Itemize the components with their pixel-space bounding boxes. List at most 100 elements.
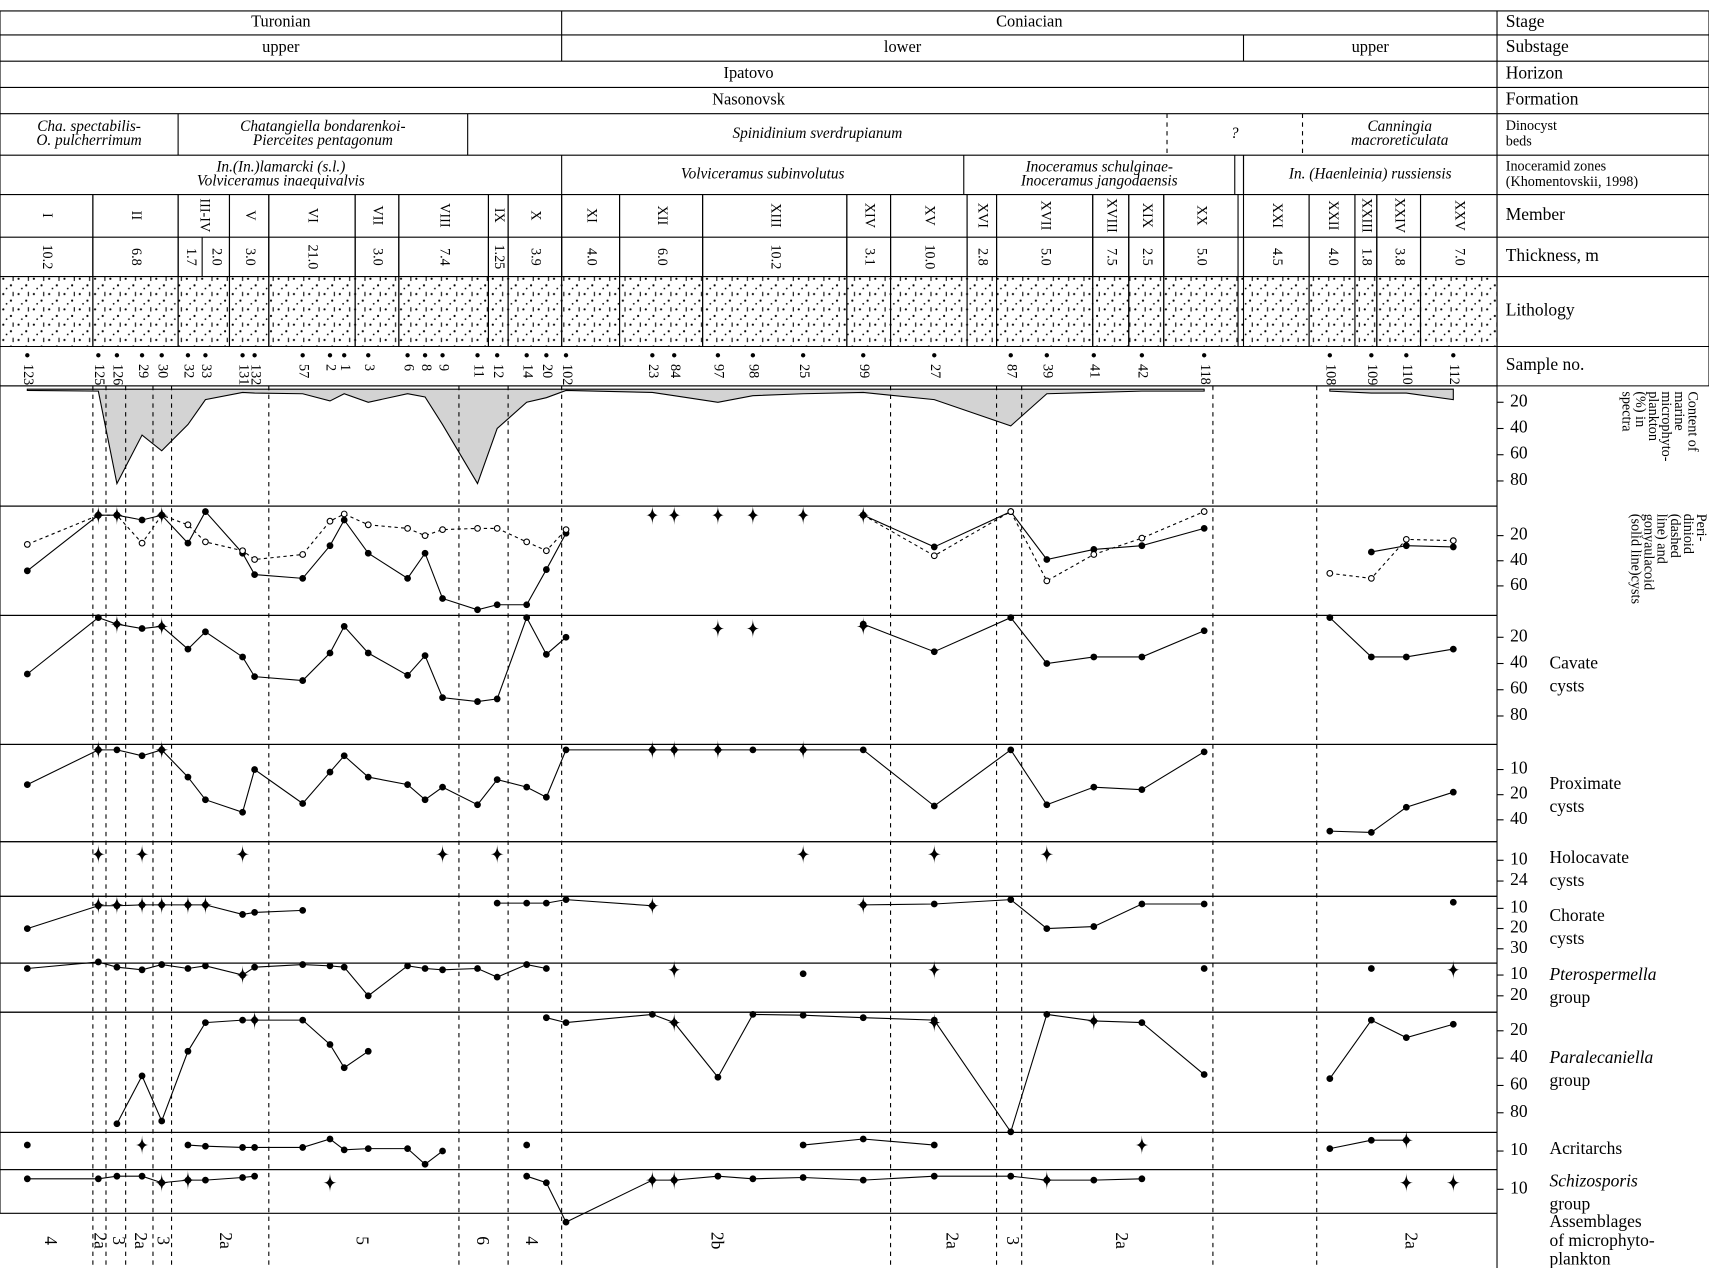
data-point xyxy=(300,678,306,684)
data-point xyxy=(252,557,258,563)
star-marker xyxy=(928,844,941,864)
data-point xyxy=(240,1175,246,1181)
star-marker xyxy=(668,1013,681,1033)
member: XIX xyxy=(1139,203,1155,228)
data-point xyxy=(1044,802,1050,808)
data-point xyxy=(1139,901,1145,907)
sample-dot xyxy=(96,353,100,357)
sample-dot xyxy=(564,353,568,357)
tick-label: 40 xyxy=(1510,652,1528,672)
data-point xyxy=(139,753,145,759)
data-point xyxy=(1327,1076,1333,1082)
data-point xyxy=(24,542,30,548)
data-point xyxy=(1008,615,1014,621)
tick-label: 20 xyxy=(1510,1019,1528,1039)
thickness: 3.9 xyxy=(528,248,544,266)
data-point xyxy=(494,777,500,783)
star-marker xyxy=(135,844,148,864)
data-point xyxy=(96,1176,102,1182)
data-point xyxy=(1327,615,1333,621)
panel-label: group xyxy=(1549,1070,1590,1090)
data-point xyxy=(300,576,306,582)
sample-number: 6 xyxy=(400,364,416,371)
data-point xyxy=(341,511,347,517)
sample-number: 42 xyxy=(1135,364,1151,378)
sample-dot xyxy=(861,353,865,357)
data-point xyxy=(544,966,550,972)
thickness: 2.0 xyxy=(209,248,225,266)
data-point xyxy=(203,1143,209,1149)
data-point xyxy=(240,912,246,918)
row-label: Dinocyst xyxy=(1506,118,1557,134)
dashed-curve xyxy=(863,512,1204,581)
data-point xyxy=(931,544,937,550)
data-point xyxy=(931,1173,937,1179)
member: XVII xyxy=(1037,200,1053,230)
cell-text: macroreticulata xyxy=(1351,132,1449,149)
member: II xyxy=(128,211,144,221)
member: XIII xyxy=(767,203,783,228)
star-marker xyxy=(1040,844,1053,864)
assemblage: 3 xyxy=(1003,1236,1023,1245)
data-point xyxy=(24,671,30,677)
curve xyxy=(1330,1020,1453,1078)
tick-label: 40 xyxy=(1510,417,1528,437)
data-point xyxy=(24,782,30,788)
assemblage: 2a xyxy=(1402,1232,1422,1249)
curve xyxy=(27,962,546,996)
sample-number: 109 xyxy=(1364,364,1380,385)
data-point xyxy=(563,897,569,903)
data-point xyxy=(24,926,30,932)
data-point xyxy=(365,774,371,780)
panel-label: Holocavate xyxy=(1549,847,1629,867)
data-point xyxy=(405,576,411,582)
star-marker xyxy=(746,619,759,639)
sample-dot xyxy=(475,353,479,357)
star-marker xyxy=(668,1170,681,1190)
tick-label: 30 xyxy=(1510,937,1528,957)
star-marker xyxy=(436,844,449,864)
sample-number: 9 xyxy=(435,364,451,371)
sample-number: 110 xyxy=(1399,364,1415,385)
data-point xyxy=(931,803,937,809)
sample-dot xyxy=(1140,353,1144,357)
tick-label: 20 xyxy=(1510,783,1528,803)
sample-dot xyxy=(650,353,654,357)
curve xyxy=(863,512,1204,560)
data-point xyxy=(1450,1021,1456,1027)
data-point xyxy=(252,767,258,773)
data-point xyxy=(544,1180,550,1186)
data-point xyxy=(252,910,258,916)
star-marker xyxy=(1040,1170,1053,1190)
star-marker xyxy=(928,1013,941,1033)
data-point xyxy=(1139,787,1145,793)
member: VII xyxy=(370,205,386,225)
curve xyxy=(117,1020,368,1124)
data-point xyxy=(422,653,428,659)
star-marker xyxy=(646,505,659,525)
data-point xyxy=(185,1048,191,1054)
data-point xyxy=(159,962,165,968)
sample-number: 126 xyxy=(110,364,126,385)
thickness: 10.2 xyxy=(767,244,783,269)
data-point xyxy=(1403,543,1409,549)
data-point xyxy=(341,753,347,759)
data-point xyxy=(1369,1017,1375,1023)
star-marker xyxy=(646,740,659,760)
data-point xyxy=(494,696,500,702)
sample-number: 123 xyxy=(20,364,36,385)
data-point xyxy=(563,634,569,640)
star-marker xyxy=(135,1135,148,1155)
data-point xyxy=(800,1012,806,1018)
sample-number: 102 xyxy=(559,364,575,385)
sample-number: 112 xyxy=(1446,364,1462,385)
data-point xyxy=(1091,924,1097,930)
data-point xyxy=(422,1161,428,1167)
tick-label: 10 xyxy=(1510,963,1528,983)
data-point xyxy=(1403,1035,1409,1041)
data-point xyxy=(544,900,550,906)
curve xyxy=(27,905,302,929)
data-point xyxy=(252,674,258,680)
data-point xyxy=(203,509,209,515)
sample-number: 29 xyxy=(135,364,151,378)
